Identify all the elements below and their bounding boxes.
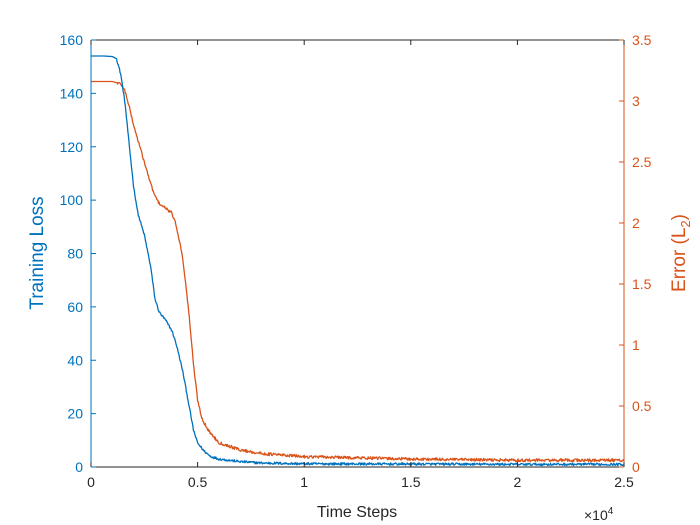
right-y-tick-label: 0.5 bbox=[632, 398, 652, 414]
x-tick-label: 2.5 bbox=[614, 474, 634, 490]
left-y-tick-label: 160 bbox=[60, 32, 84, 48]
right-y-tick-label: 2 bbox=[632, 215, 640, 231]
training-loss-line bbox=[90, 55, 625, 467]
x-axis-exponent: ×104 bbox=[584, 506, 614, 523]
left-y-axis-title: Training Loss bbox=[27, 196, 48, 309]
left-y-tick-label: 80 bbox=[67, 246, 83, 262]
x-axis-title: Time Steps bbox=[317, 504, 397, 521]
right-y-title-subscript: 2 bbox=[678, 220, 693, 227]
x-tick-label: 1 bbox=[300, 474, 308, 490]
x-tick-label: 0 bbox=[87, 474, 95, 490]
right-y-title-prefix: Error (L bbox=[669, 228, 690, 292]
left-y-tick-label: 40 bbox=[67, 352, 83, 368]
right-y-tick-label: 1 bbox=[632, 337, 640, 353]
x-exponent-base: ×10 bbox=[584, 507, 608, 523]
x-tick-label: 2 bbox=[514, 474, 522, 490]
x-tick-label: 0.5 bbox=[188, 474, 208, 490]
x-tick-label: 1.5 bbox=[401, 474, 421, 490]
right-y-tick-label: 0 bbox=[632, 459, 640, 475]
left-y-tick-label: 0 bbox=[75, 459, 83, 475]
left-y-tick-label: 60 bbox=[67, 299, 83, 315]
left-y-tick-label: 20 bbox=[67, 406, 83, 422]
right-y-tick-label: 2.5 bbox=[632, 154, 652, 170]
right-y-tick-label: 1.5 bbox=[632, 276, 652, 292]
error-l2-line bbox=[90, 80, 625, 463]
left-y-tick-label: 140 bbox=[60, 85, 84, 101]
right-y-title-suffix: ) bbox=[669, 214, 690, 220]
left-y-tick-label: 100 bbox=[60, 192, 84, 208]
x-exponent-power: 4 bbox=[608, 506, 614, 517]
series-lines bbox=[90, 55, 625, 467]
left-y-tick-label: 120 bbox=[60, 139, 84, 155]
right-y-tick-label: 3.5 bbox=[632, 32, 652, 48]
axis-ticks: 0 0.5 1 1.5 2 2.502040608010012014016000.511.… bbox=[60, 32, 652, 490]
plot-area bbox=[91, 40, 624, 467]
right-y-tick-label: 3 bbox=[632, 93, 640, 109]
right-y-axis-title: Error (L2) bbox=[669, 214, 693, 292]
